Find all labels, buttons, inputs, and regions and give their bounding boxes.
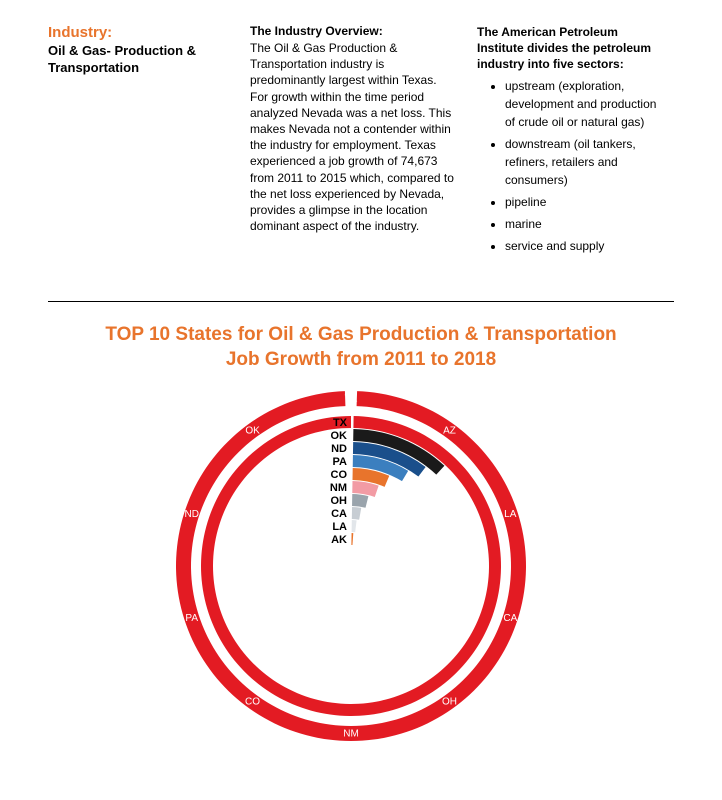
sectors-column: The American Petroleum Institute divides…: [477, 24, 667, 259]
sector-item: marine: [505, 215, 667, 233]
chart-bar-label: OH: [331, 495, 348, 507]
outer-ring-label: PA: [185, 613, 198, 624]
chart-bar: [352, 520, 357, 532]
sector-item: pipeline: [505, 193, 667, 211]
outer-ring: [176, 391, 526, 741]
outer-ring-label: ND: [184, 509, 198, 520]
chart-bar-label: LA: [332, 521, 347, 533]
sectors-list: upstream (exploration, development and p…: [477, 77, 667, 255]
outer-ring-label: CO: [245, 696, 260, 707]
industry-name: Oil & Gas- Production & Transportation: [48, 43, 228, 77]
outer-ring-label: LA: [504, 509, 517, 520]
divider: [48, 301, 674, 302]
overview-heading: The Industry Overview:: [250, 24, 455, 38]
industry-column: Industry: Oil & Gas- Production & Transp…: [48, 24, 228, 259]
page-root: Industry: Oil & Gas- Production & Transp…: [0, 0, 722, 761]
outer-ring-label: CA: [503, 613, 517, 624]
chart-bar: [352, 494, 368, 508]
racetrack-chart: TXOKNDPACONMOHCALAAKTXAZLACAOHNMCOPANDOK: [161, 391, 561, 761]
outer-ring-label: AZ: [443, 425, 456, 436]
chart-bar-label: CO: [331, 469, 348, 481]
sectors-heading: The American Petroleum Institute divides…: [477, 24, 667, 73]
chart-bar-label: NM: [330, 482, 347, 494]
chart-bar-label: AK: [331, 534, 347, 546]
outer-ring-label: TX: [345, 393, 358, 404]
chart-bar: [201, 416, 501, 716]
outer-ring-label: NM: [343, 728, 359, 739]
sector-item: downstream (oil tankers, refiners, retai…: [505, 135, 667, 189]
industry-label: Industry:: [48, 24, 228, 41]
chart-bar-label: TX: [333, 417, 348, 429]
sector-item: upstream (exploration, development and p…: [505, 77, 667, 131]
chart-title: TOP 10 States for Oil & Gas Production &…: [48, 322, 674, 373]
chart-bar-label: ND: [331, 443, 347, 455]
overview-column: The Industry Overview: The Oil & Gas Pro…: [250, 24, 455, 259]
sector-item: service and supply: [505, 237, 667, 255]
overview-body: The Oil & Gas Production & Transportatio…: [250, 40, 455, 234]
chart-bar: [352, 507, 361, 520]
chart-bar-label: OK: [331, 430, 348, 442]
chart-bar-label: CA: [331, 508, 347, 520]
chart-bar-label: PA: [333, 456, 348, 468]
chart-bar: [351, 533, 353, 545]
outer-ring-label: OK: [245, 425, 260, 436]
outer-ring-label: OH: [442, 696, 457, 707]
chart-container: TXOKNDPACONMOHCALAAKTXAZLACAOHNMCOPANDOK: [48, 391, 674, 761]
top-columns: Industry: Oil & Gas- Production & Transp…: [48, 24, 674, 259]
